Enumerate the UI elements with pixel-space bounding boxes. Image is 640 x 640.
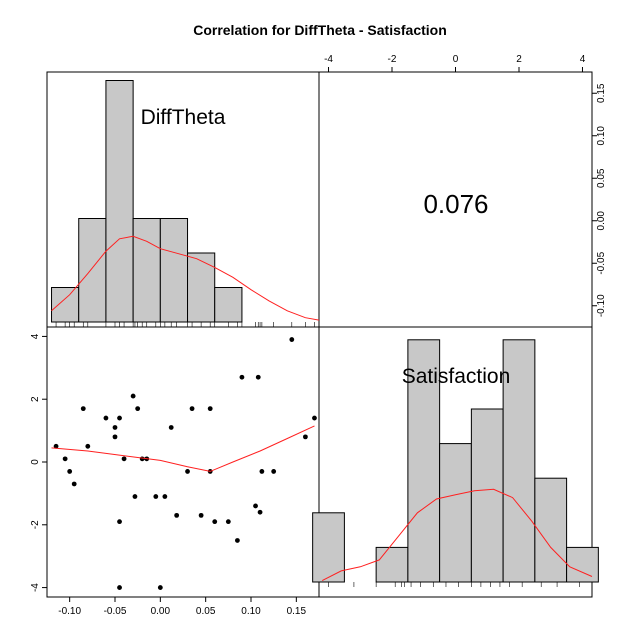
scatter-point-33 — [255, 374, 261, 380]
difftheta-hist-bar-4 — [159, 218, 189, 323]
scatter-point-22 — [174, 512, 180, 518]
difftheta-hist-bar-2 — [105, 80, 134, 323]
scatter-point-4 — [80, 406, 86, 412]
satisfaction-hist-bar-8 — [566, 546, 599, 583]
bottom-axis-label-1: -0.05 — [104, 606, 127, 617]
top-axis-label-4: 4 — [580, 54, 586, 65]
scatter-point-10 — [117, 519, 122, 525]
scatter-point-7 — [112, 425, 118, 430]
right-axis-label-4: 0.10 — [596, 126, 607, 146]
scatter-point-16 — [139, 456, 145, 462]
right-axis-label-0: -0.10 — [596, 294, 607, 317]
scatter-point-24 — [189, 406, 195, 412]
right-axis-label-1: -0.05 — [596, 251, 607, 274]
difftheta-hist-bar-6 — [214, 287, 243, 323]
scatter-point-6 — [103, 415, 109, 421]
scatter-point-25 — [198, 512, 204, 518]
satisfaction-hist-bar-3 — [407, 339, 441, 583]
scatter-point-19 — [157, 585, 163, 590]
scatter-point-2 — [67, 469, 73, 474]
scatter-point-11 — [117, 585, 122, 590]
bottom-axis-label-3: 0.05 — [196, 606, 216, 617]
top-axis-label-2: 0 — [453, 54, 459, 65]
left-axis-label-3: 2 — [30, 396, 41, 402]
scatter-point-26 — [207, 406, 213, 412]
scatter-point-34 — [257, 509, 263, 515]
top-axis-label-1: -2 — [388, 54, 397, 65]
scatter-point-28 — [212, 519, 218, 525]
bottom-axis-label-5: 0.15 — [287, 606, 307, 617]
scatter-point-29 — [225, 519, 231, 525]
panel-bottom-left — [46, 326, 320, 598]
difftheta-hist-bar-1 — [78, 218, 107, 323]
left-axis-label-4: 4 — [30, 333, 41, 339]
left-axis-label-1: -2 — [30, 520, 41, 529]
satisfaction-hist-bar-7 — [534, 477, 568, 583]
difftheta-hist-bar-5 — [187, 252, 216, 323]
scatter-point-31 — [239, 374, 245, 380]
difftheta-hist-bar-0 — [51, 287, 80, 323]
bottom-axis-label-4: 0.10 — [241, 606, 261, 617]
satisfaction-hist-bar-4 — [439, 443, 472, 583]
difftheta-hist-bar-3 — [132, 218, 161, 323]
scatter-point-37 — [289, 337, 295, 342]
panel-bottom-right — [318, 326, 593, 598]
satisfaction-hist-bar-6 — [502, 339, 536, 583]
scatter-point-5 — [85, 443, 91, 449]
satisfaction-hist-bar-5 — [470, 408, 504, 583]
scatter-point-1 — [62, 456, 68, 462]
scatter-point-20 — [162, 494, 168, 499]
scatter-point-9 — [117, 415, 122, 421]
right-axis-label-3: 0.05 — [596, 168, 607, 188]
satisfaction-density-line — [321, 488, 593, 582]
bottom-axis-label-2: 0.00 — [151, 606, 171, 617]
correlation-value: 0.076 — [423, 189, 488, 219]
scatter-point-8 — [112, 434, 118, 440]
scatter-point-12 — [121, 456, 127, 462]
scatter-point-14 — [132, 494, 138, 499]
scatter-point-15 — [135, 406, 141, 412]
top-axis-label-0: -4 — [324, 54, 333, 65]
scatter-point-13 — [130, 393, 136, 399]
scatter-point-3 — [71, 481, 77, 487]
difftheta-density-line — [51, 235, 320, 321]
top-axis-label-3: 2 — [516, 54, 522, 65]
scatter-point-30 — [235, 538, 240, 543]
scatter-smooth-line — [51, 425, 315, 472]
scatter-point-32 — [253, 503, 258, 509]
scatter-point-23 — [185, 469, 190, 474]
scatter-point-0 — [53, 443, 59, 449]
diag-label-satisfaction: Satisfaction — [402, 365, 511, 388]
scatter-point-36 — [271, 469, 277, 474]
scatter-point-35 — [259, 469, 265, 474]
scatter-point-38 — [303, 434, 308, 440]
right-axis-label-2: 0.00 — [596, 211, 607, 231]
bottom-axis-label-0: -0.10 — [58, 606, 81, 617]
scatter-point-18 — [153, 494, 159, 499]
scatter-point-39 — [312, 415, 317, 421]
diag-label-difftheta: DiffTheta — [141, 106, 226, 129]
satisfaction-hist-bar-2 — [375, 546, 409, 583]
scatter-point-21 — [168, 425, 174, 430]
chart-title: Correlation for DiffTheta - Satisfaction — [193, 22, 447, 38]
right-axis-label-5: 0.15 — [596, 83, 607, 103]
left-axis-label-0: -4 — [30, 583, 41, 592]
left-axis-label-2: 0 — [30, 459, 41, 465]
